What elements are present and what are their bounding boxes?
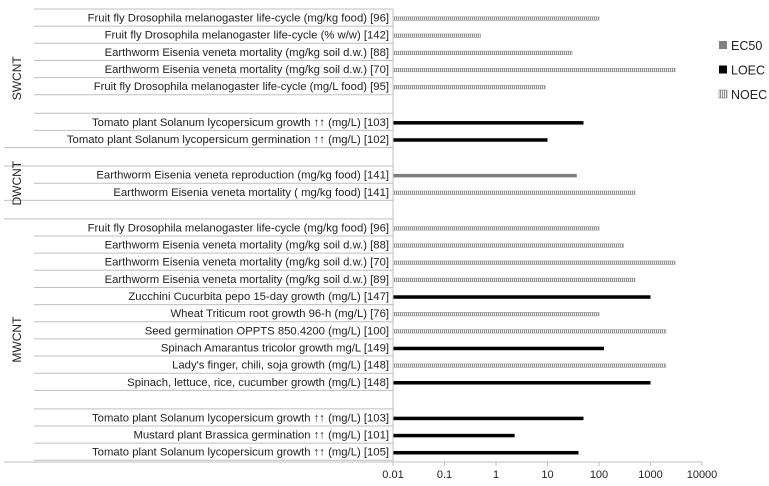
group-label-mwcnt: MWCNT	[10, 316, 24, 363]
legend-swatch-noec	[718, 89, 728, 99]
row-label: Mustard plant Brassica germination ↑↑ (m…	[133, 430, 389, 442]
row-label: Tomato plant Solanum lycopersicum growth…	[92, 117, 389, 129]
row-separators	[4, 8, 393, 461]
row-label: Fruit fly Drosophila melanogaster life-c…	[94, 81, 389, 93]
x-tick-label: 100	[590, 469, 608, 481]
bar-noec	[392, 329, 667, 334]
bar-loec	[393, 416, 584, 421]
row-label: Fruit fly Drosophila melanogaster life-c…	[105, 30, 389, 42]
bar-ec50	[393, 173, 577, 178]
row-label: Wheat Triticum root growth 96-h (mg/L) […	[171, 308, 390, 320]
legend-label-noec: NOEC	[731, 88, 767, 102]
x-tick-label: 0.1	[437, 469, 452, 481]
bar-noec	[392, 312, 600, 317]
row-label: Earthworm Eisenia veneta mortality (mg/k…	[105, 64, 389, 76]
legend-swatch-ec50	[719, 41, 727, 49]
row-label: Earthworm Eisenia veneta reproduction (m…	[96, 170, 389, 182]
row-label: Spinach Amarantus tricolor growth mg/L […	[161, 342, 389, 354]
row-label: Tomato plant Solanum lycopersicum growth…	[92, 412, 389, 424]
group-label-dwcnt: DWCNT	[10, 160, 24, 205]
legend-label-loec: LOEC	[731, 64, 765, 78]
row-label: Tomato plant Solanum lycopersicum germin…	[67, 134, 389, 146]
bar-noec	[392, 277, 636, 282]
legend: EC50 LOEC NOEC	[718, 39, 767, 102]
x-tick-label: 10000	[687, 469, 718, 481]
legend-swatch-loec	[719, 65, 727, 74]
x-tick-label: 0.01	[382, 469, 403, 481]
row-label: Earthworm Eisenia veneta mortality ( mg/…	[113, 187, 389, 199]
row-label: Earthworm Eisenia veneta mortality (mg/k…	[105, 257, 389, 269]
bar-noec	[392, 50, 573, 55]
bar-noec	[392, 260, 676, 265]
row-label: Fruit fly Drosophila melanogaster life-c…	[88, 222, 389, 234]
bar-noec	[392, 16, 600, 21]
row-label: Earthworm Eisenia veneta mortality (mg/k…	[105, 274, 389, 286]
bar-loec	[393, 121, 584, 125]
row-labels: Fruit fly Drosophila melanogaster life-c…	[67, 13, 389, 459]
group-label-swcnt: SWCNT	[10, 56, 24, 101]
bar-noec	[392, 363, 667, 368]
group-labels: SWCNT DWCNT MWCNT	[10, 56, 24, 363]
x-axis: 0.01 0.1 1 10 100 1000 10000	[4, 9, 717, 481]
bar-noec	[392, 243, 624, 248]
x-tick-label: 1000	[638, 469, 662, 481]
row-label: Spinach, lettuce, rice, cucumber growth …	[127, 377, 389, 389]
row-label: Fruit fly Drosophila melanogaster life-c…	[88, 13, 389, 25]
bar-loec	[393, 433, 515, 438]
bar-loec	[393, 381, 651, 385]
bar-noec	[392, 85, 546, 90]
bar-loec	[393, 450, 579, 455]
bar-noec	[392, 226, 600, 231]
bar-noec	[392, 67, 676, 73]
row-label: Earthworm Eisenia veneta mortality (mg/k…	[105, 47, 389, 59]
legend-label-ec50: EC50	[731, 39, 762, 53]
bar-loec	[393, 138, 548, 142]
row-label: Earthworm Eisenia veneta mortality (mg/k…	[105, 240, 389, 252]
x-tick-label: 1	[493, 469, 499, 481]
row-label: Seed germination OPPTS 850.4200 (mg/L) […	[145, 325, 389, 337]
bar-loec	[393, 346, 604, 351]
bars	[392, 16, 676, 455]
bar-noec	[392, 33, 481, 38]
row-label: Zucchini Cucurbita pepo 15-day growth (m…	[128, 291, 389, 303]
row-label: Lady's finger, chili, soja growth (mg/L)…	[172, 360, 389, 372]
bar-loec	[393, 295, 651, 299]
row-label: Tomato plant Solanum lycopersicum growth…	[92, 447, 389, 459]
x-tick-label: 10	[541, 469, 553, 481]
bar-noec	[392, 190, 636, 195]
